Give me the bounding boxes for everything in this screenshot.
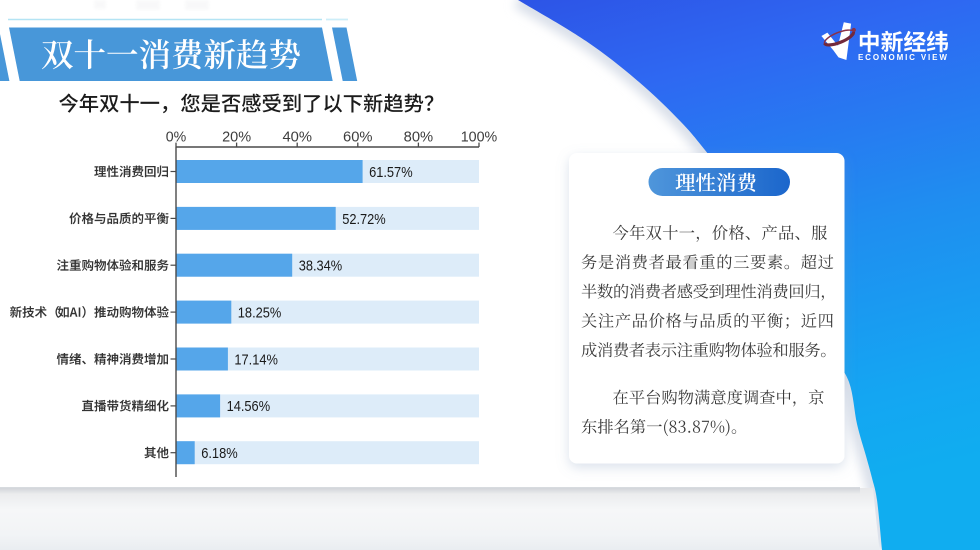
svg-text:52.72%: 52.72%	[342, 211, 386, 228]
svg-text:60%: 60%	[343, 128, 373, 145]
svg-text:100%: 100%	[461, 128, 498, 145]
svg-text:80%: 80%	[404, 128, 434, 145]
svg-text:17.14%: 17.14%	[234, 351, 278, 368]
svg-text:61.57%: 61.57%	[369, 164, 413, 181]
svg-text:0%: 0%	[166, 128, 187, 145]
svg-text:20%: 20%	[222, 128, 251, 145]
svg-text:38.34%: 38.34%	[299, 258, 343, 275]
svg-text:14.56%: 14.56%	[227, 398, 271, 415]
svg-text:6.18%: 6.18%	[201, 445, 238, 462]
svg-text:ECONOMIC VIEW: ECONOMIC VIEW	[858, 53, 949, 62]
svg-text:40%: 40%	[282, 128, 312, 145]
svg-text:18.25%: 18.25%	[238, 305, 281, 322]
